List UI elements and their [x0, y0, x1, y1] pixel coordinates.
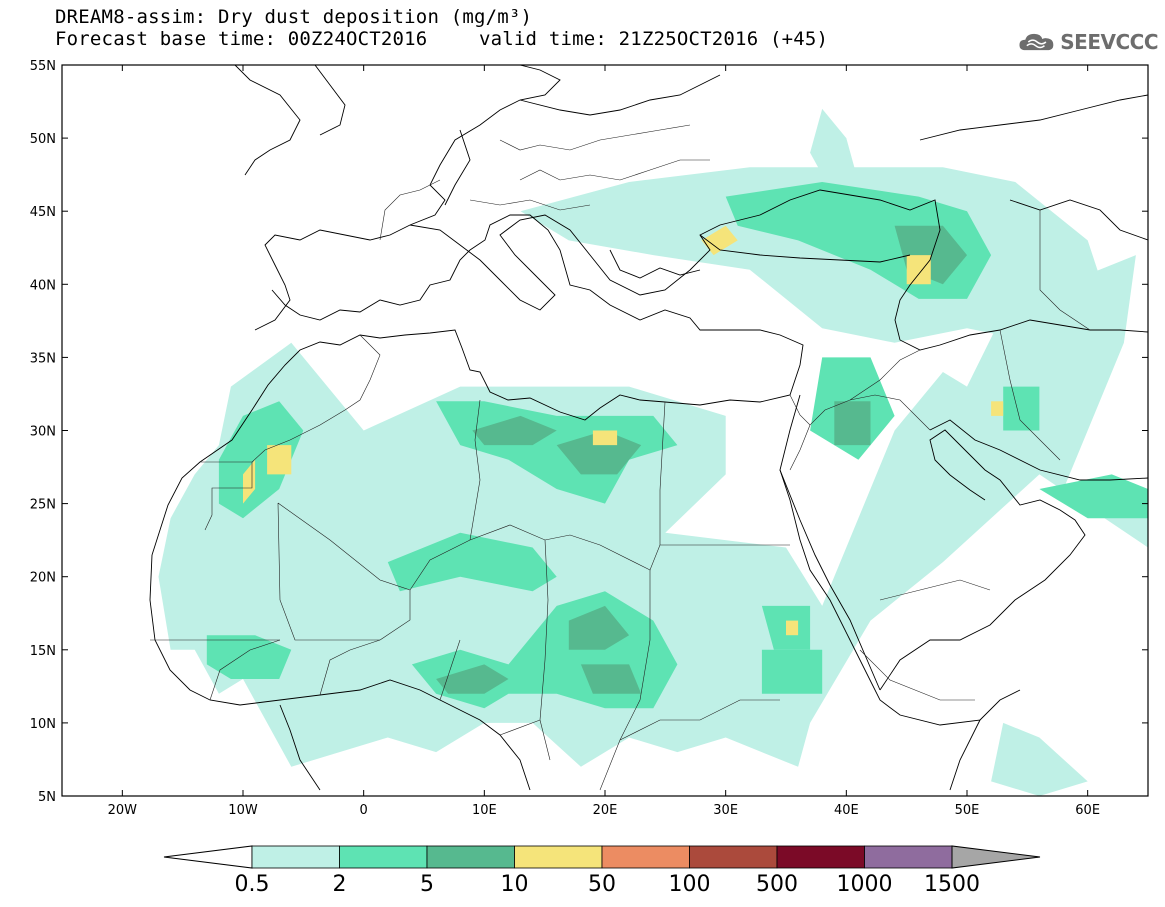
lon-tick-label: 10W [228, 803, 258, 818]
colorbar-label: 50 [588, 872, 616, 897]
lon-tick-label: 20E [593, 803, 618, 818]
country-borders [150, 124, 1091, 791]
forecast-base-time: Forecast base time: 00Z24OCT2016 [55, 28, 428, 50]
colorbar: 0.5 2 5 10 50 100 500 1000 1500 [163, 845, 1041, 897]
dust-contour-level-4-3 [592, 430, 618, 446]
lon-tick-label: 60E [1075, 803, 1100, 818]
coastlines [149, 65, 1148, 791]
dust-contour-level-3-5 [436, 664, 509, 694]
lon-tick-label: 20W [108, 803, 138, 818]
dust-contour-level-3-4 [580, 664, 642, 694]
lat-tick-label: 5N [38, 790, 56, 805]
dust-contour-level-4-2 [267, 445, 292, 475]
forecast-times: Forecast base time: 00Z24OCT2016 valid ti… [55, 28, 828, 50]
dust-contour-level-4-7 [991, 401, 1004, 416]
colorbar-label: 100 [669, 872, 711, 897]
dust-contour-level-3-1 [472, 415, 557, 446]
dust-contour-level-2-5 [206, 635, 292, 679]
colorbar-label: 2 [333, 872, 347, 897]
dust-contour-level-4-5 [906, 255, 931, 285]
colorbar-below-arrow [163, 845, 253, 869]
dust-contour-level-1-1 [158, 255, 1148, 767]
dust-contour-level-2-10 [1003, 386, 1040, 431]
lat-tick-label: 35N [30, 351, 56, 366]
lat-tick-label: 55N [30, 59, 56, 74]
dust-contour-level-4-4 [701, 225, 738, 256]
dust-contour-level-3-3 [568, 605, 630, 650]
dust-contour-level-2-1 [218, 401, 304, 519]
dust-contour-level-3-2 [556, 430, 642, 475]
colorbar-label: 1500 [924, 872, 980, 897]
dust-contour-level-3-7 [834, 401, 871, 446]
colorbar-segment-6 [689, 845, 778, 869]
lon-tick-label: 40E [834, 803, 859, 818]
lat-tick-label: 10N [30, 717, 56, 732]
colorbar-segment-8 [864, 845, 953, 869]
lat-tick-label: 20N [30, 571, 56, 586]
cloud-icon [1019, 33, 1054, 51]
colorbar-segment-4 [514, 845, 603, 869]
colorbar-label: 500 [756, 872, 798, 897]
colorbar-label: 0.5 [235, 872, 270, 897]
valid-time: valid time: 21Z25OCT2016 (+45) [479, 28, 829, 50]
dust-contour-level-2-11 [1039, 474, 1148, 519]
colorbar-label: 10 [501, 872, 529, 897]
dust-contour-level-2-6 [761, 649, 823, 694]
lat-tick-label: 30N [30, 425, 56, 440]
map-title: DREAM8-assim: Dry dust deposition (mg/m³… [55, 6, 533, 28]
logo-text: SEEVCCC [1060, 30, 1158, 54]
dust-field-contours [158, 108, 1148, 796]
colorbar-above-arrow [951, 845, 1041, 869]
lon-tick-label: 10E [472, 803, 497, 818]
axis-ticks: 20W 10W 0 10E 20E 30E 40E 50E 60E 55N 50N 45N 40N 35N… [30, 59, 1148, 818]
lat-tick-label: 40N [30, 278, 56, 293]
seevccc-logo: SEEVCCC [1018, 24, 1158, 60]
colorbar-segment-5 [601, 845, 690, 869]
lat-tick-label: 25N [30, 498, 56, 513]
dust-contour-level-1-3 [810, 108, 859, 197]
lat-tick-label: 50N [30, 132, 56, 147]
lat-tick-label: 45N [30, 205, 56, 220]
colorbar-label: 1000 [837, 872, 893, 897]
dust-contour-level-2-3 [387, 532, 557, 592]
colorbar-segment-1 [251, 845, 340, 869]
dust-contour-level-4-6 [786, 620, 799, 636]
colorbar-segment-3 [426, 845, 515, 869]
colorbar-segment-2 [339, 845, 428, 869]
colorbar-segment-7 [776, 845, 865, 869]
dust-contour-level-1-4 [991, 722, 1088, 796]
lon-tick-label: 30E [713, 803, 738, 818]
lon-tick-label: 0 [360, 803, 368, 818]
lon-tick-label: 50E [955, 803, 980, 818]
lat-tick-label: 15N [30, 644, 56, 659]
colorbar-label: 5 [420, 872, 434, 897]
